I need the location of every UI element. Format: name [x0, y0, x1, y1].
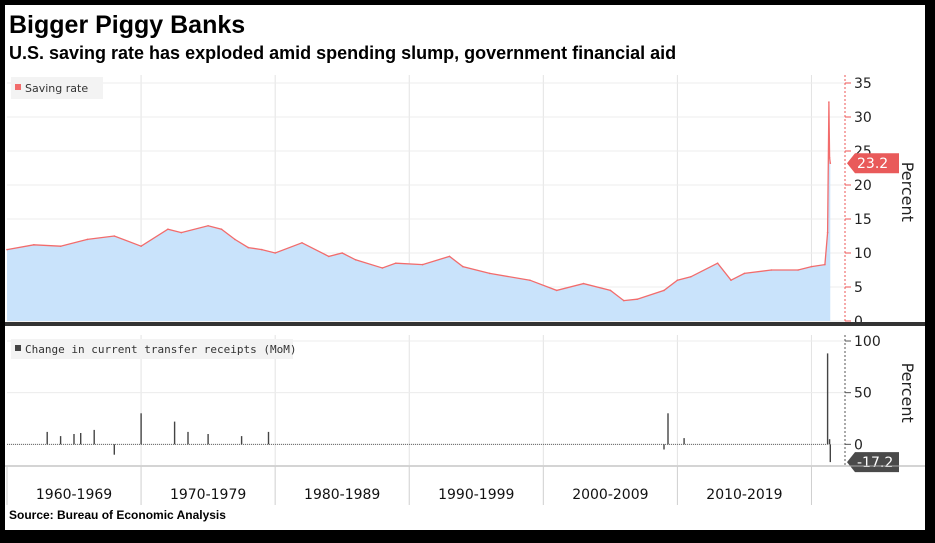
x-axis-label: 1990-1999 [438, 487, 514, 503]
saving-rate-point [207, 225, 209, 227]
saving-rate-point [810, 265, 813, 268]
saving-rate-point [743, 272, 746, 275]
saving-rate-point [690, 276, 692, 278]
chart-title: Bigger Piggy Banks [9, 11, 246, 39]
top-ytick-label: 10 [854, 246, 872, 262]
transfer-last-value-badge [847, 452, 899, 473]
top-ytick-label: 5 [854, 280, 863, 296]
saving-rate-point [59, 245, 62, 247]
saving-rate-point [623, 299, 625, 302]
saving-rate-line [6, 101, 831, 302]
saving-rate-point [341, 252, 344, 254]
saving-rate-point [555, 289, 558, 292]
saving-rate-legend-label: Saving rate [25, 82, 88, 95]
panel-divider [5, 322, 925, 326]
saving-rate-point [824, 263, 826, 266]
saving-rate-point [86, 238, 89, 241]
saving-rate-point [220, 228, 223, 230]
chart-subtitle: U.S. saving rate has exploded amid spend… [9, 43, 677, 63]
top-ytick-label: 20 [854, 178, 872, 194]
saving-rate-point [797, 269, 799, 271]
top-ylabel: Percent [898, 162, 917, 222]
top-legend-box [11, 77, 103, 99]
saving-rate-point [113, 235, 116, 237]
saving-rate-point [261, 248, 263, 251]
saving-rate-point [354, 259, 357, 261]
saving-rate-point [421, 263, 424, 266]
saving-rate-point [770, 269, 773, 271]
saving-rate-point [301, 242, 303, 244]
saving-rate-legend-swatch [15, 84, 21, 90]
saving-rate-point [828, 101, 830, 103]
x-axis-label: 1960-1969 [36, 487, 112, 503]
x-axis: 1960-1969 1970-1979 1980-1989 1990-1999 2000… [5, 465, 925, 505]
x-axis-label: 1970-1979 [170, 487, 246, 503]
saving-rate-last-value-badge [847, 153, 899, 174]
saving-rate-point [6, 248, 8, 251]
bottom-ylabel: Percent [898, 363, 917, 423]
saving-rate-area [7, 102, 831, 321]
saving-rate-point [826, 231, 829, 234]
saving-rate-point [609, 289, 612, 292]
saving-rate-point [448, 255, 451, 258]
transfer-legend-swatch [15, 345, 21, 351]
saving-rate-point [247, 246, 250, 249]
saving-rate-point [274, 252, 277, 254]
saving-rate-point [582, 282, 585, 285]
top-ytick-label: 35 [854, 76, 872, 92]
saving-rate-point [676, 279, 679, 282]
top-ytick-label: 30 [854, 110, 872, 126]
transfer-legend-label: Change in current transfer receipts (MoM… [25, 343, 297, 356]
saving-rate-point [140, 245, 142, 247]
source-note: Source: Bureau of Economic Analysis [9, 508, 226, 522]
transfer-last-value: -17.2 [857, 455, 893, 471]
saving-rate-point [636, 298, 638, 301]
bottom-legend-box [11, 339, 293, 359]
bottom-ytick-label: 0 [854, 437, 863, 453]
x-axis-label: 1980-1989 [304, 487, 380, 503]
saving-rate-point [180, 231, 183, 234]
x-axis-label: 2000-2009 [572, 487, 648, 503]
saving-rate-point [828, 157, 831, 159]
transfer-receipts-panel: 0 50 100 Change in current transfer receipt… [7, 334, 917, 473]
saving-rate-point [488, 272, 491, 275]
chart-card: Bigger Piggy Banks U.S. saving rate has … [5, 5, 925, 530]
saving-rate-point [730, 279, 732, 282]
saving-rate-point [663, 289, 665, 292]
saving-rate-point [462, 265, 464, 268]
bottom-ytick-label: 100 [854, 334, 881, 350]
saving-rate-last-value: 23.2 [857, 156, 888, 172]
saving-rate-point [328, 255, 330, 258]
bottom-ytick-label: 50 [854, 386, 872, 402]
saving-rate-point [167, 228, 169, 230]
saving-rate-point [33, 244, 35, 246]
saving-rate-point [234, 238, 236, 241]
saving-rate-point [395, 262, 397, 265]
saving-rate-point [529, 279, 531, 282]
saving-rate-point [829, 162, 832, 164]
saving-rate-point [381, 267, 384, 269]
x-axis-label: 2010-2019 [706, 487, 782, 503]
saving-rate-point [716, 262, 719, 265]
top-ytick-label: 15 [854, 212, 872, 228]
